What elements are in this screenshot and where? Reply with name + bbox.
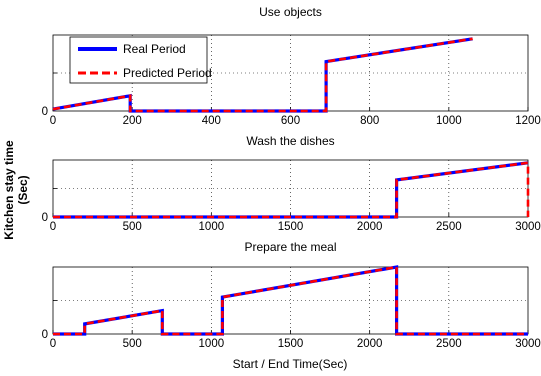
x-tick-label: 3000 — [515, 338, 541, 350]
x-tick-label: 3000 — [515, 221, 541, 233]
x-tick-label: 1500 — [278, 221, 304, 233]
series-line-predicted — [53, 161, 530, 219]
legend: Real Period Predicted Period — [69, 36, 212, 84]
x-tick-label: 800 — [360, 115, 379, 127]
x-tick-label: 0 — [50, 115, 56, 127]
x-tick-label: 0 — [50, 338, 56, 350]
y-tick-label: 0 — [42, 212, 48, 224]
series-line-predicted — [53, 265, 528, 336]
x-tick-label: 500 — [123, 338, 142, 350]
y-axis-label-line1: Kitchen stay time — [2, 140, 16, 240]
x-tick-label: 0 — [50, 221, 56, 233]
y-tick-label: 0 — [42, 329, 48, 341]
x-axis-label: Start / End Time(Sec) — [233, 357, 348, 371]
y-axis-label-line2: (Sec) — [16, 175, 30, 204]
legend-predicted-label: Predicted Period — [123, 66, 212, 80]
x-tick-label: 1000 — [436, 115, 462, 127]
x-tick-label: 1200 — [515, 115, 541, 127]
x-tick-label: 2500 — [436, 221, 462, 233]
x-tick-label: 2000 — [357, 221, 383, 233]
x-tick-label: 2000 — [357, 338, 383, 350]
x-tick-label: 1000 — [199, 221, 225, 233]
subplot-3: Prepare the meal 0 500 1000 1500 2000 2500 3000… — [42, 240, 541, 350]
series-line-predicted — [52, 37, 473, 113]
x-tick-label: 1500 — [278, 338, 304, 350]
x-tick-label: 1000 — [199, 338, 225, 350]
subplot-title: Prepare the meal — [244, 240, 336, 254]
x-tick-label: 600 — [281, 115, 300, 127]
x-tick-label: 500 — [123, 221, 142, 233]
subplot-2: Wash the dishes 0 500 1000 1500 2000 2500 3000 0 — [42, 134, 541, 233]
legend-box — [69, 36, 208, 84]
legend-real-label: Real Period — [123, 42, 186, 56]
x-tick-label: 200 — [123, 115, 142, 127]
x-tick-label: 2500 — [436, 338, 462, 350]
x-tick-label: 400 — [202, 115, 221, 127]
y-tick-label: 0 — [42, 106, 48, 118]
subplot-title: Wash the dishes — [246, 134, 334, 148]
subplot-title: Use objects — [259, 5, 322, 19]
